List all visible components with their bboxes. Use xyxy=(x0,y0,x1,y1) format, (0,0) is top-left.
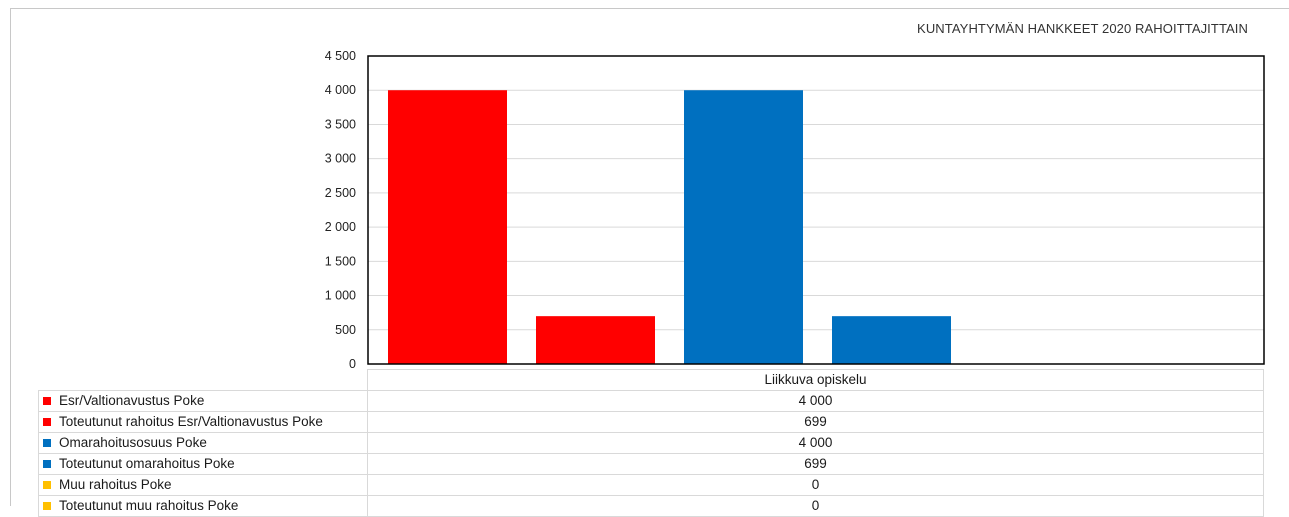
y-tick-label: 500 xyxy=(335,323,356,337)
table-row: Toteutunut muu rahoitus Poke 0 xyxy=(38,495,1264,517)
bar xyxy=(684,90,803,364)
legend-swatch xyxy=(43,502,51,510)
y-tick-label: 3 500 xyxy=(325,117,356,131)
y-tick-label: 1 000 xyxy=(325,289,356,303)
series-name: Toteutunut rahoitus Esr/Valtionavustus P… xyxy=(59,414,323,429)
data-value-cell: 699 xyxy=(367,453,1264,475)
legend-swatch xyxy=(43,397,51,405)
data-value-cell: 4 000 xyxy=(367,390,1264,412)
plot-area-border xyxy=(367,55,1265,365)
legend-swatch xyxy=(43,460,51,468)
y-tick-label: 4 500 xyxy=(325,49,356,63)
chart-data-table: Liikkuva opiskelu Esr/Valtionavustus Poke… xyxy=(38,369,1264,517)
y-tick-label: 1 500 xyxy=(325,254,356,268)
legend-entry: Toteutunut rahoitus Esr/Valtionavustus P… xyxy=(38,411,368,433)
chart-plot: 0 500 1 000 1 500 2 000 2 500 3 000 3 500 4 000 4… xyxy=(325,49,1265,370)
legend-entry: Toteutunut muu rahoitus Poke xyxy=(38,495,368,517)
legend-entry: Omarahoitusosuus Poke xyxy=(38,432,368,454)
category-label: Liikkuva opiskelu xyxy=(367,369,1264,391)
legend-swatch xyxy=(43,439,51,447)
table-row: Toteutunut rahoitus Esr/Valtionavustus P… xyxy=(38,411,1264,433)
y-tick-label: 3 000 xyxy=(325,152,356,166)
legend-swatch xyxy=(43,418,51,426)
bar xyxy=(536,316,655,364)
legend-swatch xyxy=(43,481,51,489)
y-tick-label: 0 xyxy=(349,357,356,370)
bar xyxy=(388,90,507,364)
legend-entry: Esr/Valtionavustus Poke xyxy=(38,390,368,412)
table-corner-cell xyxy=(38,369,368,391)
series-name: Omarahoitusosuus Poke xyxy=(59,435,207,450)
table-header-row: Liikkuva opiskelu xyxy=(38,369,1264,391)
data-value-cell: 0 xyxy=(367,495,1264,517)
bar xyxy=(832,316,951,364)
table-row: Omarahoitusosuus Poke 4 000 xyxy=(38,432,1264,454)
y-tick-label: 2 000 xyxy=(325,220,356,234)
chart-title: KUNTAYHTYMÄN HANKKEET 2020 RAHOITTAJITTA… xyxy=(917,21,1248,36)
series-name: Toteutunut omarahoitus Poke xyxy=(59,456,235,471)
table-row: Esr/Valtionavustus Poke 4 000 xyxy=(38,390,1264,412)
data-value-cell: 4 000 xyxy=(367,432,1264,454)
y-tick-label: 4 000 xyxy=(325,83,356,97)
y-tick-label: 2 500 xyxy=(325,186,356,200)
data-value-cell: 0 xyxy=(367,474,1264,496)
chart-frame xyxy=(10,8,1289,506)
legend-entry: Muu rahoitus Poke xyxy=(38,474,368,496)
table-row: Muu rahoitus Poke 0 xyxy=(38,474,1264,496)
series-name: Muu rahoitus Poke xyxy=(59,477,172,492)
legend-entry: Toteutunut omarahoitus Poke xyxy=(38,453,368,475)
series-name: Esr/Valtionavustus Poke xyxy=(59,393,205,408)
data-value-cell: 699 xyxy=(367,411,1264,433)
table-row: Toteutunut omarahoitus Poke 699 xyxy=(38,453,1264,475)
